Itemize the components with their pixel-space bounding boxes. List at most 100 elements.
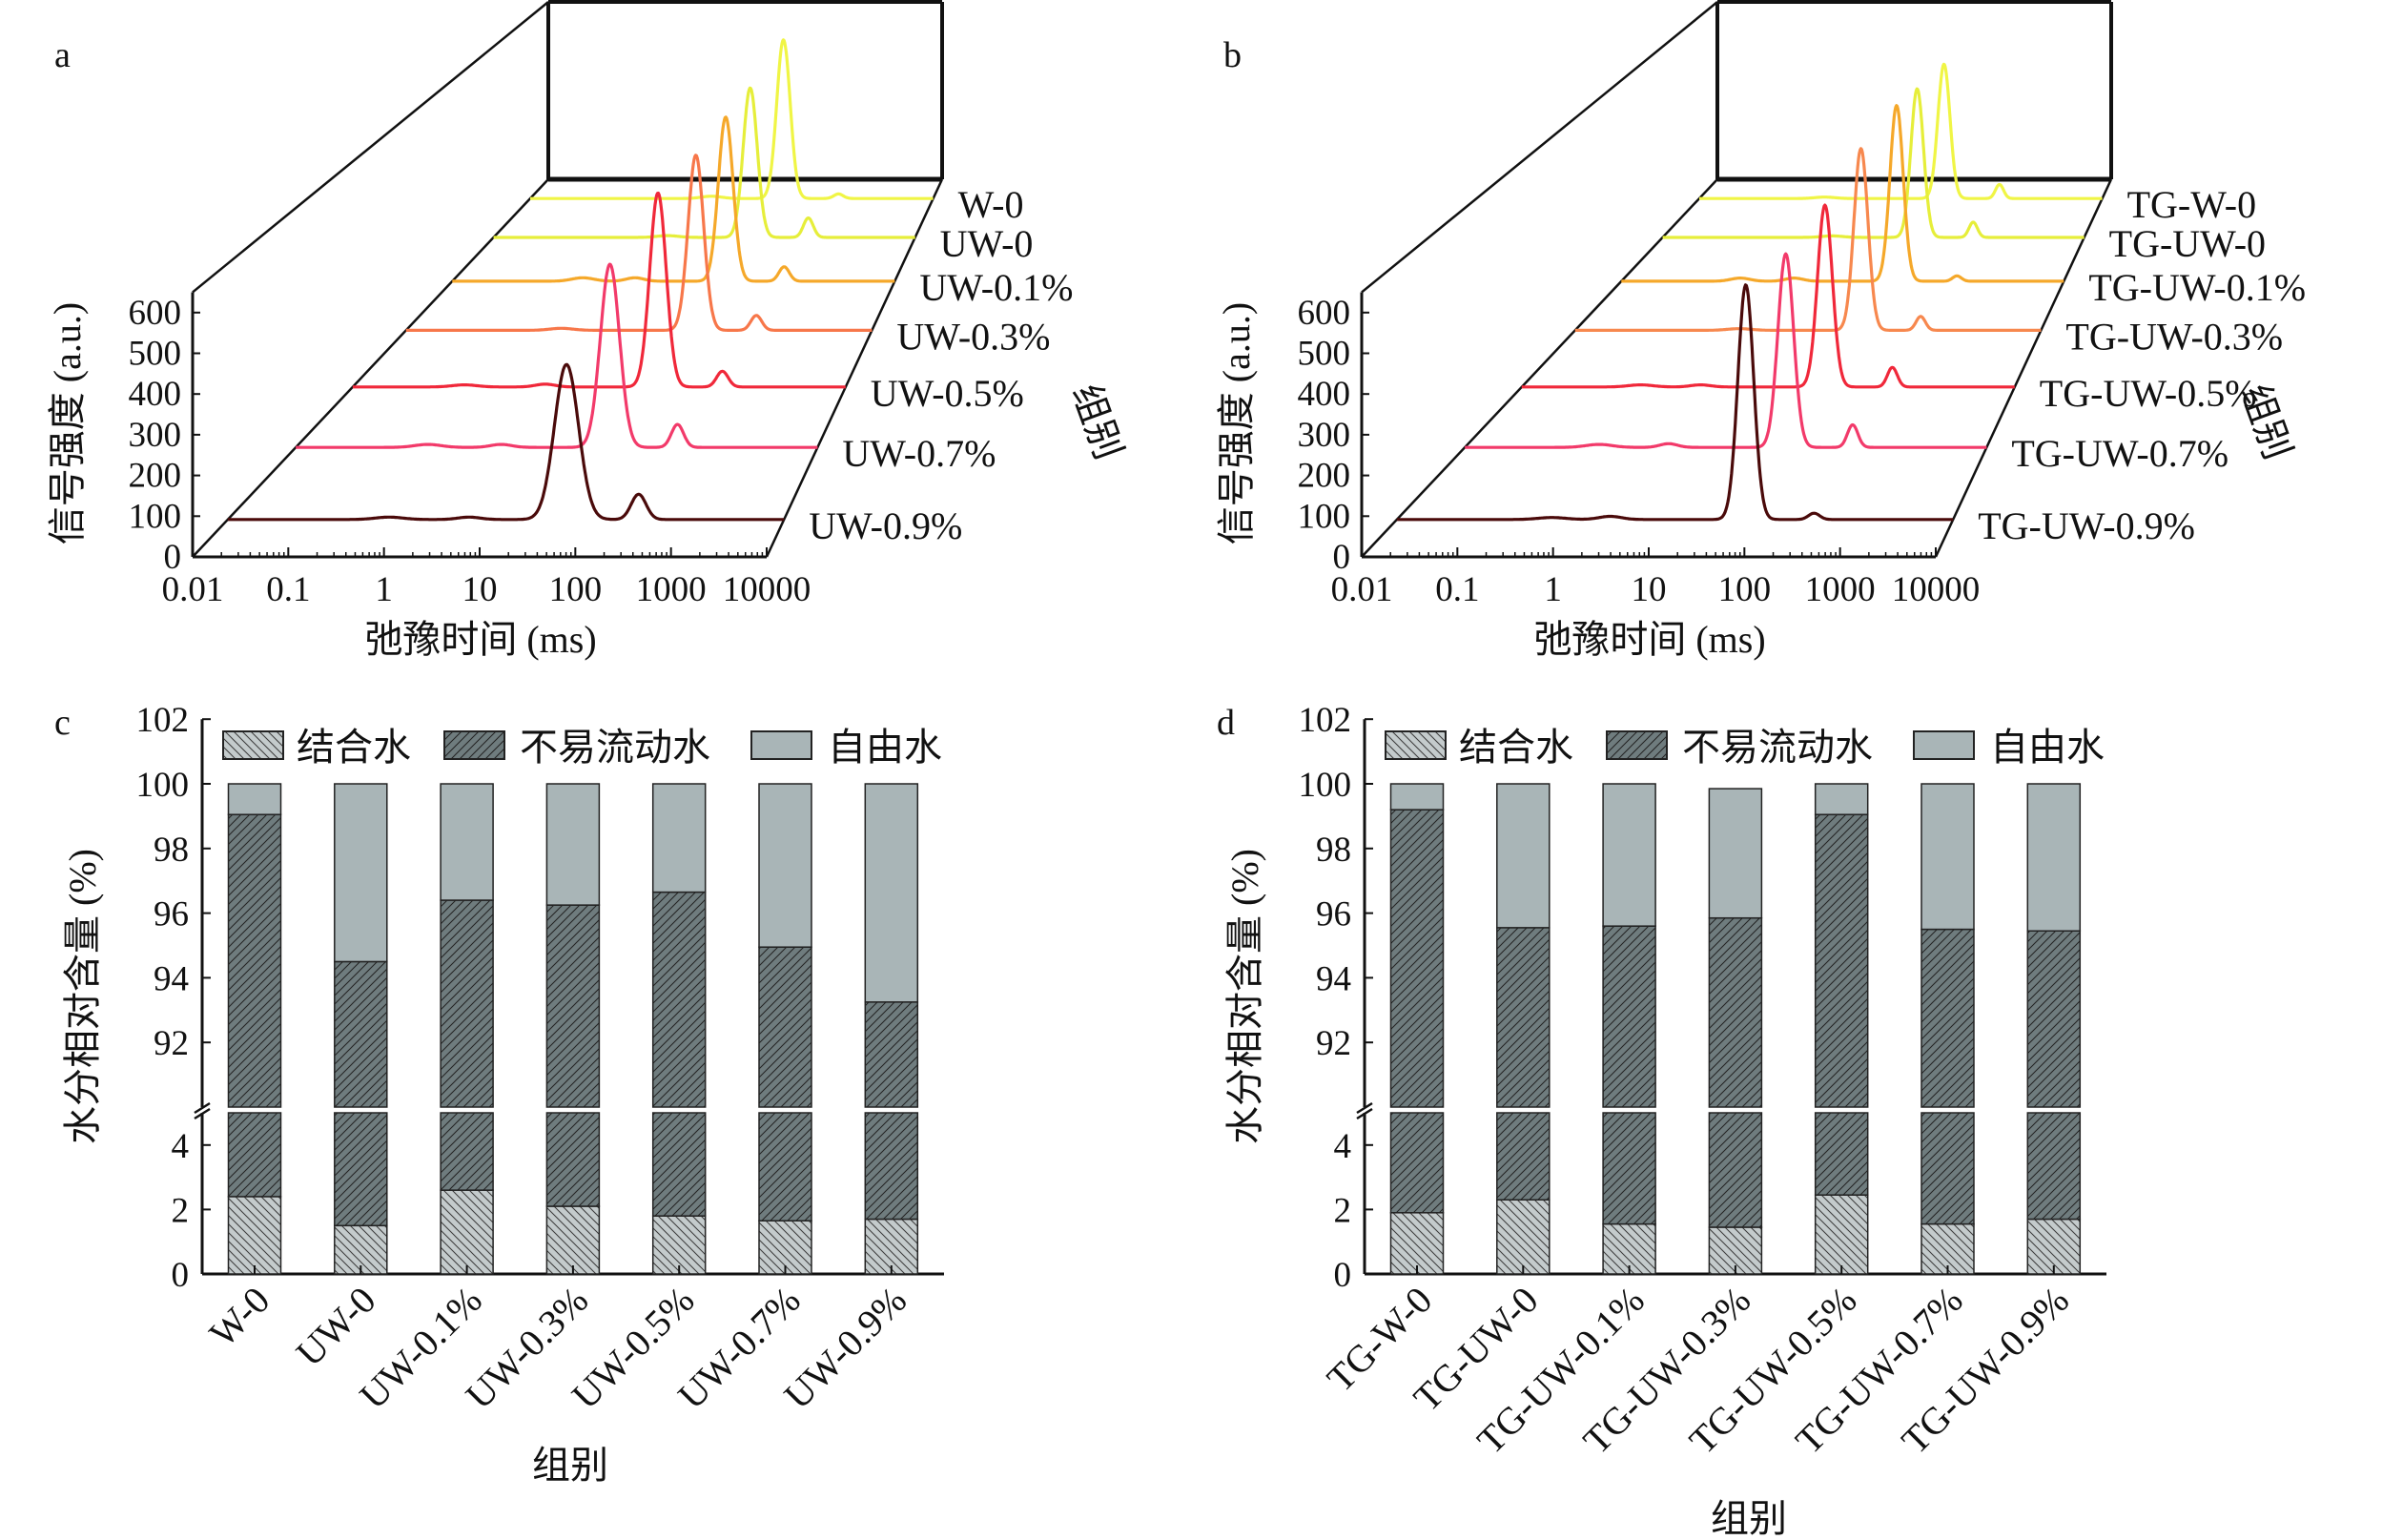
x-axis-label: 弛豫时间 (ms) bbox=[1533, 618, 1765, 661]
y-tick-label: 2 bbox=[172, 1191, 190, 1230]
legend-label: 结合水 bbox=[1459, 726, 1573, 769]
y-tick-label: 400 bbox=[1298, 375, 1351, 414]
x-axis-label: 组别 bbox=[532, 1444, 608, 1487]
bar-segment-不易流动水 bbox=[651, 891, 707, 1108]
bar-segment-不易流动水 bbox=[1602, 1112, 1656, 1225]
bar-segment-结合水 bbox=[1814, 1194, 1869, 1275]
x-tick-label: 10 bbox=[1632, 570, 1667, 609]
bar-segment-自由水 bbox=[545, 783, 601, 906]
y-tick-label: 98 bbox=[154, 831, 189, 870]
series-curve-TG-UW-0.7% bbox=[1464, 252, 1987, 449]
bar-segment-不易流动水 bbox=[227, 813, 282, 1108]
series-label: UW-0 bbox=[940, 222, 1034, 265]
bar-segment-不易流动水 bbox=[1920, 928, 1975, 1108]
bar-segment-不易流动水 bbox=[440, 1112, 494, 1191]
y-tick-label: 4 bbox=[1334, 1127, 1352, 1166]
y-tick-label: 2 bbox=[1334, 1191, 1352, 1230]
floor-right-edge bbox=[765, 178, 944, 558]
x-tick-label: 0.1 bbox=[1435, 570, 1479, 609]
legend-label: 自由水 bbox=[828, 726, 942, 769]
bar-segment-不易流动水 bbox=[758, 946, 812, 1108]
y-axis-label: 信号强度 (a.u.) bbox=[1215, 302, 1258, 544]
x-tick-label: W-0 bbox=[201, 1279, 278, 1356]
z-axis-label: 组别 bbox=[2233, 379, 2300, 465]
y-axis-label: 水分相对含量 (%) bbox=[1223, 849, 1266, 1144]
series-label: TG-UW-0 bbox=[2109, 222, 2266, 265]
bar-segment-不易流动水 bbox=[1389, 809, 1445, 1108]
x-tick-label: 10 bbox=[462, 570, 498, 609]
bar-segment-自由水 bbox=[227, 783, 282, 815]
bar-segment-不易流动水 bbox=[1814, 813, 1869, 1108]
series-label: TG-W-0 bbox=[2127, 183, 2257, 226]
y-tick-label: 0 bbox=[1333, 538, 1351, 577]
series-label: UW-0.9% bbox=[809, 504, 962, 547]
y-tick-label: 100 bbox=[136, 766, 190, 805]
bar-segment-不易流动水 bbox=[1602, 925, 1656, 1108]
y-tick-label: 102 bbox=[136, 701, 190, 740]
y-tick-label: 96 bbox=[154, 895, 189, 934]
series-curve-TG-UW-0 bbox=[1661, 87, 2085, 239]
series-label: TG-UW-0.3% bbox=[2065, 315, 2283, 358]
x-tick-label: 100 bbox=[1718, 570, 1772, 609]
y-tick-label: 94 bbox=[1316, 959, 1351, 998]
y-tick-label: 100 bbox=[1299, 766, 1352, 805]
bar-segment-不易流动水 bbox=[1920, 1112, 1975, 1225]
y-tick-label: 96 bbox=[1316, 895, 1351, 934]
x-tick-label: 1000 bbox=[1805, 570, 1876, 609]
x-tick-label: 0.01 bbox=[162, 570, 224, 609]
bar-segment-结合水 bbox=[227, 1196, 282, 1275]
bar-segment-自由水 bbox=[440, 783, 494, 901]
panel-d-water-distribution-bars: d02492949698100102TG-W-0TG-UW-0TG-UW-0.1… bbox=[1217, 701, 2106, 1540]
series-curve-UW-0.3% bbox=[405, 154, 873, 332]
series-label: TG-UW-0.7% bbox=[2011, 432, 2228, 475]
bar-segment-不易流动水 bbox=[334, 960, 388, 1108]
bar-segment-不易流动水 bbox=[864, 1001, 919, 1108]
bar-segment-不易流动水 bbox=[1496, 927, 1551, 1108]
x-tick-label: UW-0 bbox=[288, 1279, 384, 1375]
y-tick-label: 400 bbox=[129, 375, 182, 414]
y-tick-label: 94 bbox=[154, 959, 189, 998]
top-left-depth-edge bbox=[192, 1, 549, 294]
y-tick-label: 100 bbox=[1298, 497, 1351, 536]
x-axis-label: 组别 bbox=[1711, 1497, 1787, 1540]
bar-segment-不易流动水 bbox=[864, 1112, 919, 1221]
bar-segment-自由水 bbox=[1496, 783, 1551, 929]
bar-segment-自由水 bbox=[1602, 783, 1656, 927]
series-curve-TG-UW-0.1% bbox=[1620, 104, 2065, 283]
y-tick-label: 500 bbox=[1298, 335, 1351, 374]
x-tick-label: 0.1 bbox=[266, 570, 310, 609]
series-curve-UW-0.5% bbox=[352, 191, 847, 389]
legend-swatch-自由水 bbox=[750, 730, 812, 760]
floor-right-edge bbox=[1934, 178, 2113, 558]
panel-label: c bbox=[54, 703, 71, 743]
y-tick-label: 0 bbox=[164, 538, 182, 577]
series-curve-TG-W-0 bbox=[1698, 62, 2104, 200]
series-curve-W-0 bbox=[529, 38, 934, 200]
x-tick-label: 10000 bbox=[1892, 570, 1981, 609]
series-curve-TG-UW-0.3% bbox=[1574, 147, 2043, 332]
y-axis-label: 水分相对含量 (%) bbox=[61, 849, 104, 1144]
bar-segment-不易流动水 bbox=[440, 899, 494, 1108]
series-label: UW-0.7% bbox=[842, 432, 996, 475]
series-curve-UW-0.1% bbox=[451, 115, 896, 283]
y-tick-label: 500 bbox=[129, 335, 182, 374]
y-axis-label: 信号强度 (a.u.) bbox=[46, 302, 89, 544]
y-tick-label: 102 bbox=[1299, 701, 1352, 740]
top-left-depth-edge bbox=[1361, 1, 1718, 294]
axis-break-mark bbox=[194, 1101, 211, 1120]
series-curve-UW-0.9% bbox=[227, 362, 785, 522]
legend-label: 不易流动水 bbox=[520, 726, 710, 769]
bar-segment-结合水 bbox=[1389, 1212, 1445, 1275]
x-tick-label: 1 bbox=[375, 570, 393, 609]
legend-swatch-不易流动水 bbox=[1606, 730, 1668, 760]
series-label: TG-UW-0.1% bbox=[2088, 266, 2306, 309]
panel-label: a bbox=[54, 35, 71, 75]
z-axis-label: 组别 bbox=[1064, 379, 1131, 465]
y-tick-label: 300 bbox=[1298, 416, 1351, 455]
series-label: TG-UW-0.5% bbox=[2040, 372, 2257, 415]
floor-left-edge bbox=[1361, 178, 1718, 558]
